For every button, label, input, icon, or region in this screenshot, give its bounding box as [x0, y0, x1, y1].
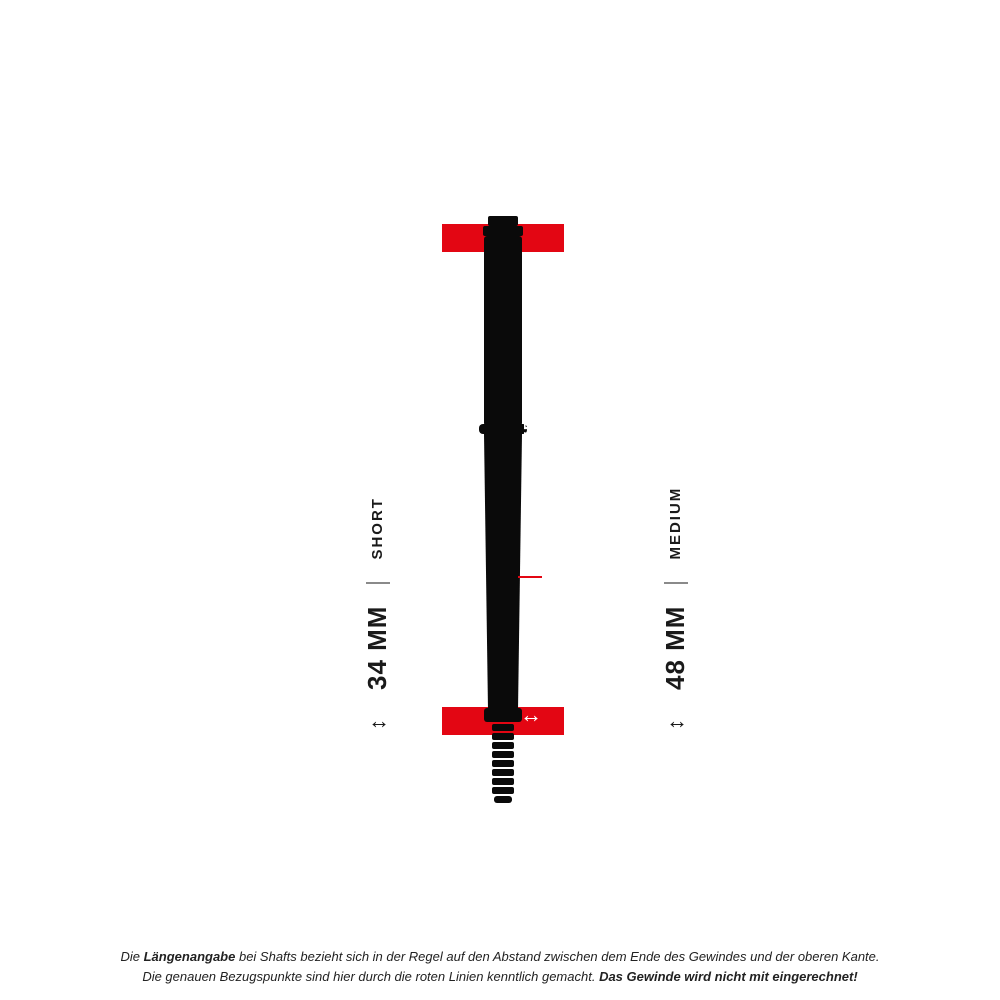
footnote-text: Die — [120, 949, 143, 964]
separator — [366, 582, 390, 584]
size-intermediate-mm: 41 MM — [514, 600, 545, 684]
diagram-canvas: ↕ 34 MM SHORT ↕ 41 MM INTERMEDIATE ↕ 48 … — [0, 0, 1000, 1000]
footnote-bold: Das Gewinde wird nicht mit eingerechnet! — [599, 969, 858, 984]
updown-arrow-icon: ↕ — [519, 712, 541, 724]
updown-arrow-icon: ↕ — [367, 718, 389, 730]
separator — [518, 576, 542, 578]
size-medium-name: MEDIUM — [667, 487, 684, 560]
updown-arrow-icon: ↕ — [665, 718, 687, 730]
size-intermediate: ↕ 41 MM INTERMEDIATE — [514, 418, 545, 724]
footnote: Die Längenangabe bei Shafts bezieht sich… — [0, 947, 1000, 986]
size-short: ↕ 34 MM SHORT — [362, 497, 393, 730]
size-short-name: SHORT — [369, 497, 386, 560]
size-medium: ↕ 48 MM MEDIUM — [660, 487, 691, 730]
size-short-mm: 34 MM — [362, 606, 393, 690]
size-medium-mm: 48 MM — [660, 606, 691, 690]
footnote-text: Die genauen Bezugspunkte sind hier durch… — [142, 969, 599, 984]
separator — [664, 582, 688, 584]
footnote-text: bei Shafts bezieht sich in der Regel auf… — [235, 949, 879, 964]
footnote-bold: Längenangabe — [144, 949, 236, 964]
size-intermediate-name: INTERMEDIATE — [521, 418, 538, 553]
